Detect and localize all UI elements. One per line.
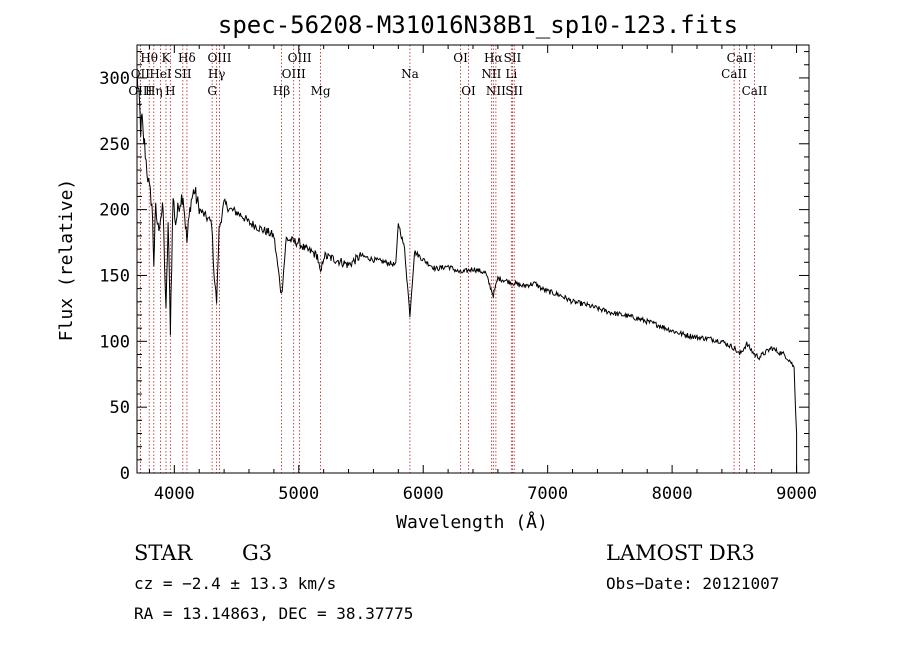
spectral-line-label: Hγ <box>208 67 226 81</box>
y-tick-label: 100 <box>99 332 130 352</box>
redshift-info: cz = −2.4 ± 13.3 km/s <box>134 574 336 593</box>
spectral-line-label: Na <box>401 67 419 81</box>
x-tick-label: 5000 <box>278 484 319 504</box>
spectral-line-label: Hα <box>484 51 503 65</box>
x-tick-label: 4000 <box>154 484 195 504</box>
y-axis-ticks: 0 50 100 150 200 250 300 <box>99 51 809 484</box>
spectral-line-label: SII <box>174 67 192 81</box>
y-tick-label: 0 <box>120 464 130 484</box>
spectral-line-label: OIII <box>288 51 312 65</box>
spectral-line-label: OI <box>461 84 476 98</box>
spectral-line-label: NII <box>481 67 501 81</box>
spectral-line-label: OIII <box>207 51 231 65</box>
x-tick-label: 7000 <box>527 484 568 504</box>
spectral-line-label: H <box>165 84 175 98</box>
spectral-line-label: CaII <box>721 67 747 81</box>
spectral-line-label: Hβ <box>273 84 290 98</box>
y-tick-label: 150 <box>99 266 130 286</box>
spectral-line-label: K <box>162 51 172 65</box>
plot-frame <box>136 44 810 474</box>
spectral-line-markers <box>139 45 755 473</box>
spectral-line-label: Mg <box>311 84 331 98</box>
spectral-line-label: Hη <box>145 84 163 98</box>
spectral-line-label: G <box>207 84 217 98</box>
y-tick-label: 250 <box>99 135 130 155</box>
survey-name: LAMOST DR3 <box>606 541 755 565</box>
spectral-line-label: SII <box>504 51 522 65</box>
x-axis-ticks: 4000 5000 6000 7000 8000 9000 <box>148 45 817 504</box>
spectral-line-label: HeI <box>149 67 172 81</box>
y-axis-label: Flux (relative) <box>56 179 77 342</box>
chart-title: spec-56208-M31016N38B1_sp10-123.fits <box>218 11 738 39</box>
x-tick-label: 9000 <box>776 484 817 504</box>
spectral-line-label: CaII <box>742 84 768 98</box>
y-tick-label: 300 <box>99 69 130 89</box>
spectral-line-label: OIII <box>282 67 306 81</box>
spectral-line-label: Li <box>505 67 517 81</box>
x-tick-label: 6000 <box>403 484 444 504</box>
spectral-line-label: OII <box>131 67 151 81</box>
x-axis-label: Wavelength (Å) <box>396 511 548 533</box>
spectral-line-label: SII <box>505 84 523 98</box>
y-tick-label: 200 <box>99 201 130 221</box>
observation-date: Obs−Date: 20121007 <box>606 574 779 593</box>
object-type: STAR <box>134 541 193 565</box>
y-tick-label: 50 <box>110 398 130 418</box>
spectral-line-label: Hθ <box>140 51 158 65</box>
spectrum-series <box>136 68 798 473</box>
x-tick-label: 8000 <box>652 484 693 504</box>
spectral-line-label: CaII <box>727 51 753 65</box>
spectral-line-label: NII <box>486 84 506 98</box>
spectral-line-label: OI <box>453 51 468 65</box>
coordinates: RA = 13.14863, DEC = 38.37775 <box>134 604 413 623</box>
spectrum-line <box>136 68 798 473</box>
spectral-line-label: Hδ <box>178 51 196 65</box>
object-subclass: G3 <box>242 541 272 565</box>
